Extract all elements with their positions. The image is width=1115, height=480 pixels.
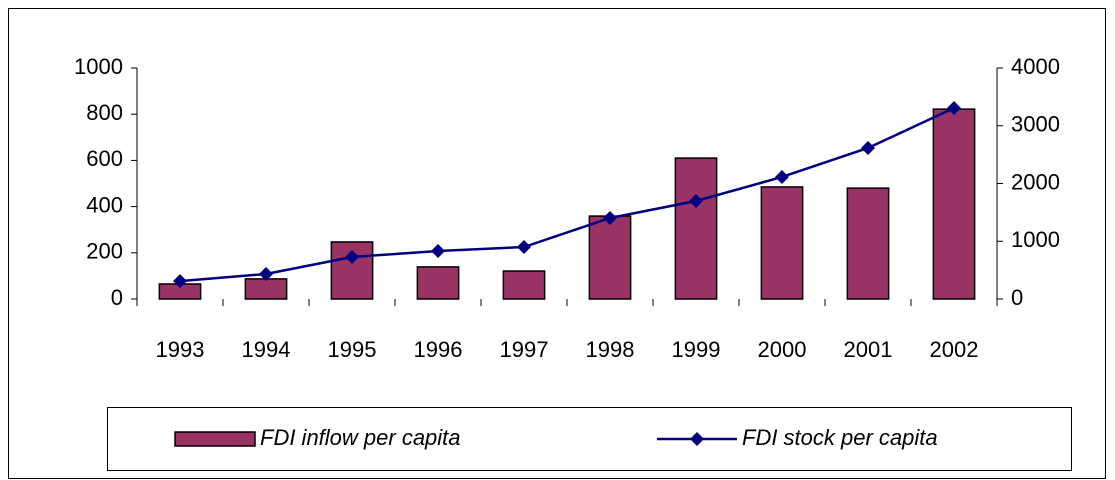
- x-tick-label: 2001: [844, 337, 893, 362]
- chart-border: [8, 8, 1106, 479]
- y-tick-label: 600: [86, 146, 123, 171]
- bar: [932, 108, 976, 300]
- marker: [517, 240, 531, 255]
- x-tick-label: 1997: [500, 337, 549, 362]
- legend-label: FDI stock per capita: [742, 425, 938, 450]
- bar: [846, 187, 890, 300]
- marker: [947, 101, 961, 116]
- x-tick-label: 1998: [586, 337, 635, 362]
- y2-tick-label: 4000: [1011, 54, 1060, 79]
- marker: [689, 193, 703, 208]
- y-tick-label: 200: [86, 239, 123, 264]
- y-tick-label: 400: [86, 192, 123, 217]
- line: [179, 106, 955, 283]
- legend-marker: [690, 432, 704, 446]
- bar: [674, 157, 718, 300]
- bar: [416, 266, 460, 300]
- marker: [345, 250, 359, 265]
- x-tick-label: 1993: [156, 337, 205, 362]
- marker: [603, 210, 617, 225]
- marker: [861, 140, 875, 155]
- x-tick-label: 2000: [758, 337, 807, 362]
- y2-tick-label: 0: [1011, 285, 1023, 310]
- x-tick-label: 1995: [328, 337, 377, 362]
- legend-swatch: [174, 431, 256, 447]
- x-tick-label: 1994: [242, 337, 291, 362]
- y2-tick-label: 3000: [1011, 112, 1060, 137]
- bar: [244, 278, 288, 300]
- legend-box: [107, 407, 1072, 471]
- x-tick-label: 1996: [414, 337, 463, 362]
- x-tick-label: 1999: [672, 337, 721, 362]
- y-tick-label: 1000: [74, 54, 123, 79]
- bar: [502, 270, 546, 300]
- bar: [588, 215, 632, 300]
- y-tick-label: 800: [86, 100, 123, 125]
- marker: [775, 169, 789, 184]
- y2-tick-label: 2000: [1011, 169, 1060, 194]
- y2-tick-label: 1000: [1011, 227, 1060, 252]
- bar: [760, 186, 804, 300]
- y-tick-label: 0: [111, 285, 123, 310]
- marker: [431, 244, 445, 259]
- marker: [173, 274, 187, 289]
- marker: [259, 266, 273, 281]
- legend-label: FDI inflow per capita: [260, 425, 461, 450]
- x-tick-label: 2002: [930, 337, 979, 362]
